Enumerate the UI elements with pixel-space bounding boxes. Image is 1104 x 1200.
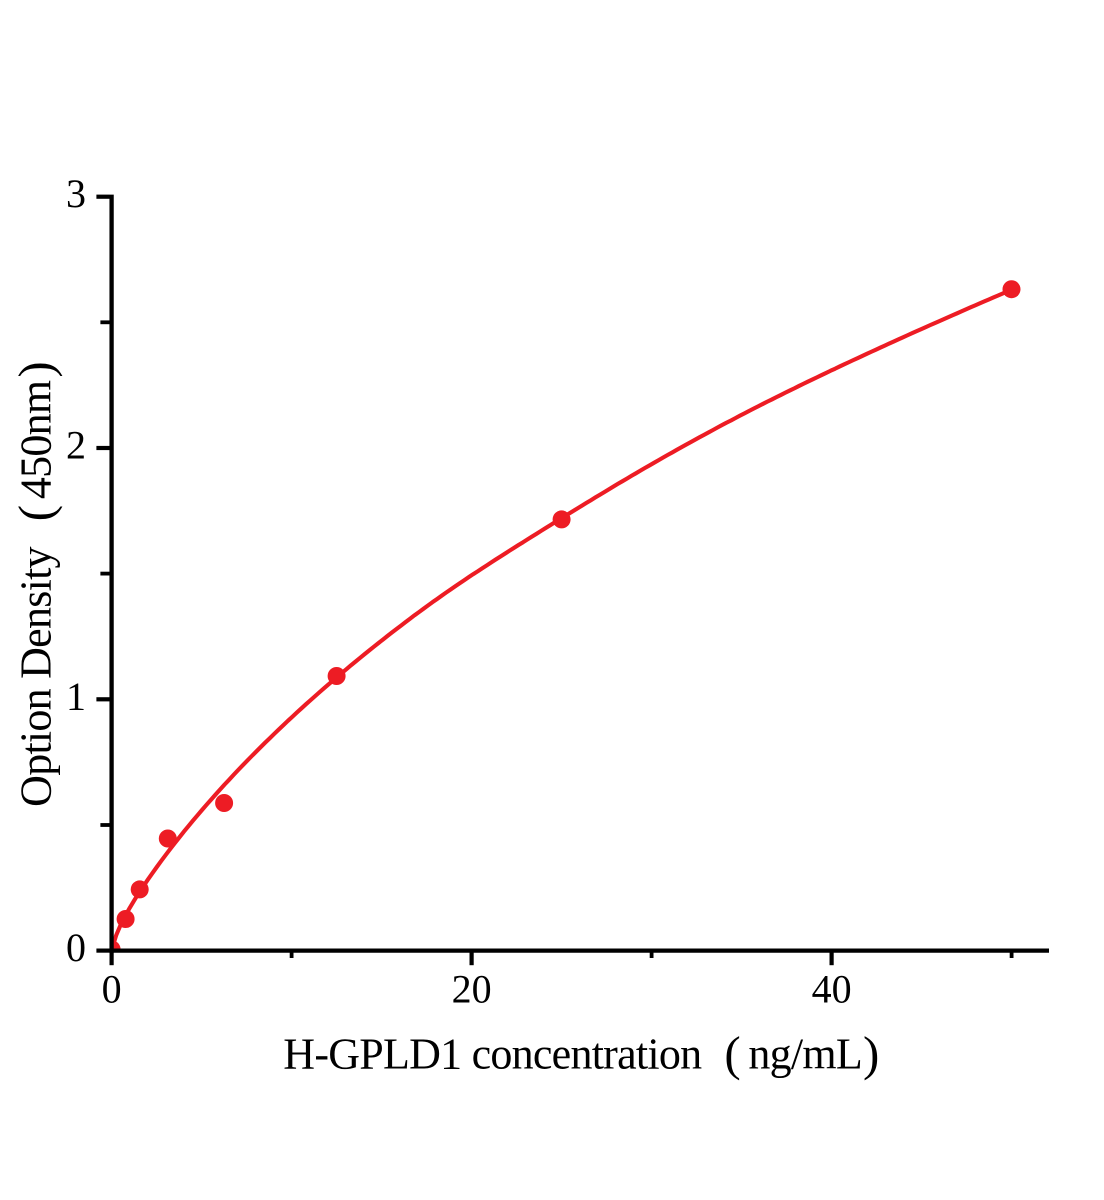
- svg-text:Option Density(450nm): Option Density(450nm): [8, 362, 63, 807]
- svg-text:40: 40: [812, 967, 852, 1012]
- svg-text:H-GPLD1 concentration(ng/mL): H-GPLD1 concentration(ng/mL): [283, 1026, 878, 1081]
- svg-text:0: 0: [102, 967, 122, 1012]
- svg-text:2: 2: [66, 423, 86, 468]
- svg-text:0: 0: [66, 925, 86, 970]
- svg-text:20: 20: [452, 967, 492, 1012]
- svg-text:1: 1: [66, 674, 86, 719]
- svg-text:3: 3: [66, 171, 86, 216]
